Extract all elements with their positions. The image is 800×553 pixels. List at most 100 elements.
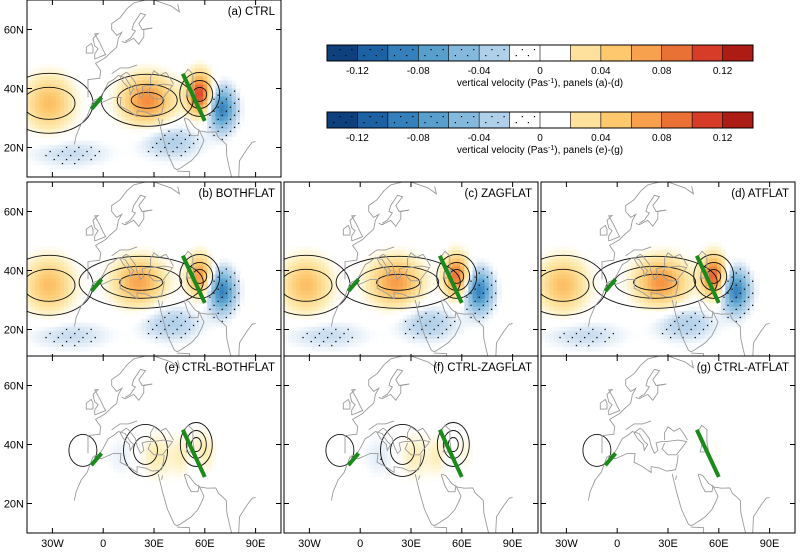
stipple-dot	[437, 312, 439, 314]
field-cell	[100, 262, 106, 268]
field-cell	[190, 250, 196, 256]
field-cell	[178, 330, 184, 336]
field-cell	[227, 282, 233, 288]
field-cell	[154, 428, 159, 434]
field-cell	[223, 262, 229, 268]
field-cell	[194, 152, 200, 158]
field-cell	[39, 156, 44, 162]
field-cell	[67, 254, 73, 260]
field-cell	[125, 282, 131, 288]
field-cell	[149, 270, 155, 276]
field-cell	[55, 160, 61, 166]
stipple-dot	[731, 312, 733, 314]
field-cell	[406, 334, 412, 340]
field-cell	[304, 274, 310, 280]
field-cell	[55, 100, 61, 106]
stipple-dot	[225, 86, 227, 88]
field-cell	[154, 286, 159, 292]
field-cell	[468, 306, 474, 312]
stipple-dot	[98, 150, 100, 153]
field-cell	[170, 152, 176, 158]
field-cell	[207, 456, 212, 462]
field-cell	[647, 334, 653, 340]
field-cell	[700, 290, 706, 296]
field-cell	[659, 262, 665, 268]
field-cell	[292, 294, 297, 300]
field-cell	[390, 330, 396, 336]
stipple-dot	[188, 316, 191, 319]
field-cell	[207, 266, 212, 272]
field-cell	[47, 144, 53, 150]
field-cell	[137, 140, 143, 146]
stipple-dot	[233, 114, 236, 116]
field-cell	[141, 326, 147, 332]
field-cell	[598, 326, 604, 332]
field-cell	[549, 334, 554, 340]
stipple-dot	[156, 324, 158, 327]
field-cell	[717, 266, 722, 272]
field-cell	[333, 278, 338, 284]
field-cell	[125, 294, 131, 300]
field-cell	[235, 124, 241, 130]
field-cell	[141, 270, 147, 276]
field-cell	[492, 270, 498, 276]
field-cell	[223, 80, 229, 86]
field-cell	[708, 266, 714, 272]
field-cell	[72, 100, 77, 106]
field-cell	[170, 306, 176, 312]
field-cell	[113, 338, 118, 344]
field-cell	[651, 274, 657, 280]
field-cell	[125, 290, 131, 296]
field-cell	[117, 262, 122, 268]
field-cell	[696, 294, 702, 300]
field-cell	[676, 310, 681, 316]
field-cell	[39, 88, 44, 94]
field-cell	[207, 310, 212, 316]
stipple-dot	[478, 320, 480, 323]
field-cell	[394, 302, 400, 308]
field-cell	[43, 286, 49, 292]
field-cell	[451, 274, 457, 280]
field-cell	[398, 338, 404, 344]
field-cell	[602, 342, 608, 348]
field-cell	[460, 282, 465, 288]
field-cell	[219, 290, 225, 296]
coastline	[92, 389, 107, 416]
field-cell	[320, 250, 326, 256]
stipple-dot	[335, 328, 337, 331]
field-cell	[745, 286, 751, 292]
field-cell	[288, 326, 293, 332]
field-cell	[676, 274, 681, 280]
field-cell	[223, 298, 229, 304]
field-cell	[154, 132, 159, 138]
field-cell	[749, 310, 755, 316]
field-cell	[199, 152, 204, 158]
field-cell	[394, 294, 400, 300]
field-cell	[39, 294, 44, 300]
field-cell	[737, 282, 743, 288]
field-cell	[113, 112, 118, 118]
field-cell	[51, 96, 57, 102]
field-cell	[211, 432, 217, 438]
field-cell	[80, 282, 85, 288]
stipple-dot	[731, 288, 733, 290]
field-cell	[43, 290, 49, 296]
field-cell	[341, 338, 347, 344]
field-cell	[357, 342, 363, 348]
field-cell	[154, 464, 159, 470]
field-cell	[308, 290, 314, 296]
field-cell	[296, 334, 301, 340]
field-cell	[741, 258, 747, 264]
field-cell	[324, 282, 330, 288]
field-cell	[541, 278, 546, 284]
coastline	[153, 356, 181, 369]
field-cell	[581, 286, 587, 292]
field-cell	[108, 468, 114, 474]
field-cell	[655, 302, 661, 308]
field-cell	[162, 290, 167, 296]
field-cell	[108, 104, 114, 110]
field-cell	[390, 326, 396, 332]
field-cell	[27, 88, 32, 94]
field-cell	[581, 282, 587, 288]
field-cell	[390, 266, 396, 272]
